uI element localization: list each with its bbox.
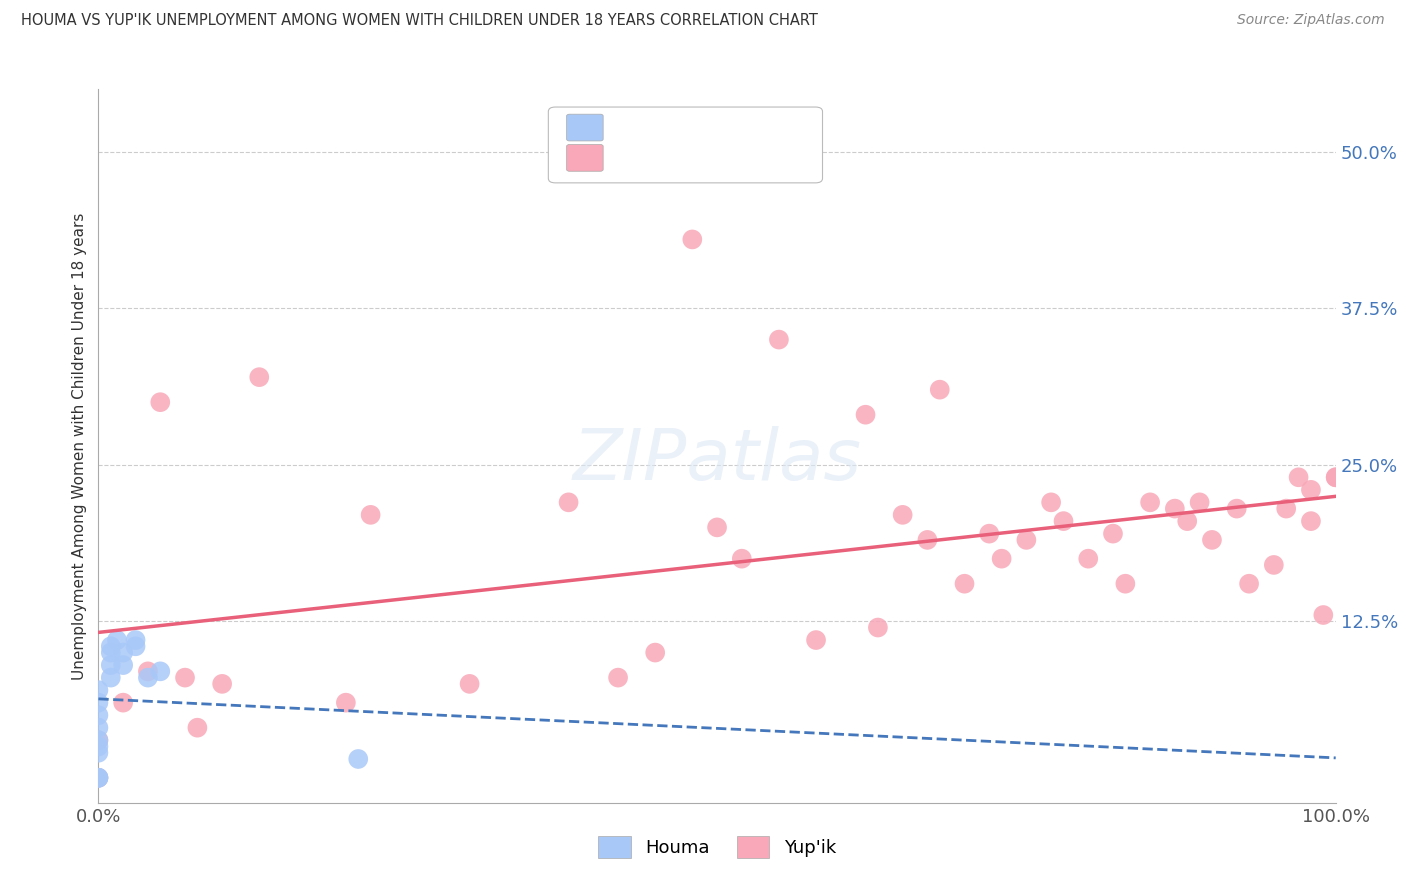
Point [1077,551,1099,566]
Point [917,533,939,547]
Point [124,633,146,648]
Y-axis label: Unemployment Among Women with Children Under 18 years: Unemployment Among Women with Children U… [72,212,87,680]
Point [211,677,233,691]
Point [1139,495,1161,509]
Point [100,671,122,685]
Point [768,333,790,347]
Point [607,671,630,685]
Point [247,370,270,384]
Point [124,640,146,654]
Point [87,733,110,747]
Text: 49: 49 [744,149,766,167]
Point [87,696,110,710]
Point [1299,514,1322,528]
Point [1324,470,1347,484]
Point [953,576,976,591]
Point [855,408,877,422]
Point [644,646,666,660]
Text: R =: R = [612,149,651,167]
Point [174,671,197,685]
Point [149,395,172,409]
Point [112,658,135,673]
Point [112,646,135,660]
Point [1114,576,1136,591]
Point [87,683,110,698]
Point [87,739,110,754]
Point [87,771,110,785]
Text: R =: R = [612,119,651,136]
Point [1052,514,1074,528]
Point [335,696,357,710]
Point [1188,495,1211,509]
Point [731,551,754,566]
Point [1040,495,1063,509]
Point [136,665,159,679]
Point [458,677,481,691]
Point [186,721,208,735]
Point [1312,607,1334,622]
Text: N =: N = [702,119,754,136]
Point [681,232,703,246]
Point [100,658,122,673]
Text: N =: N = [702,149,754,167]
Point [347,752,370,766]
Point [804,633,827,648]
Point [360,508,382,522]
Point [87,771,110,785]
Point [100,640,122,654]
Point [87,771,110,785]
Point [87,746,110,760]
Point [136,671,159,685]
Text: HOUMA VS YUP'IK UNEMPLOYMENT AMONG WOMEN WITH CHILDREN UNDER 18 YEARS CORRELATIO: HOUMA VS YUP'IK UNEMPLOYMENT AMONG WOMEN… [21,13,818,29]
Point [149,665,172,679]
Text: 22: 22 [744,119,766,136]
Point [1263,558,1285,572]
Point [105,633,128,648]
Point [1288,470,1310,484]
Point [1164,501,1187,516]
Point [100,646,122,660]
Point [990,551,1012,566]
Point [1201,533,1223,547]
Point [979,526,1001,541]
Point [1275,501,1298,516]
Text: 0.140: 0.140 [647,119,697,136]
Point [1299,483,1322,497]
Point [87,708,110,723]
Point [891,508,914,522]
Point [1324,470,1347,484]
Legend: Houma, Yup'ik: Houma, Yup'ik [591,829,844,865]
Text: ZIPatlas: ZIPatlas [572,425,862,495]
Point [1226,501,1249,516]
Point [87,733,110,747]
Point [557,495,579,509]
Text: 0.450: 0.450 [647,149,697,167]
Point [1237,576,1260,591]
Point [87,721,110,735]
Point [1175,514,1198,528]
Point [1102,526,1125,541]
Point [112,696,135,710]
Point [1015,533,1038,547]
Point [706,520,728,534]
Text: Source: ZipAtlas.com: Source: ZipAtlas.com [1237,13,1385,28]
Point [87,771,110,785]
Point [866,621,889,635]
Point [928,383,950,397]
